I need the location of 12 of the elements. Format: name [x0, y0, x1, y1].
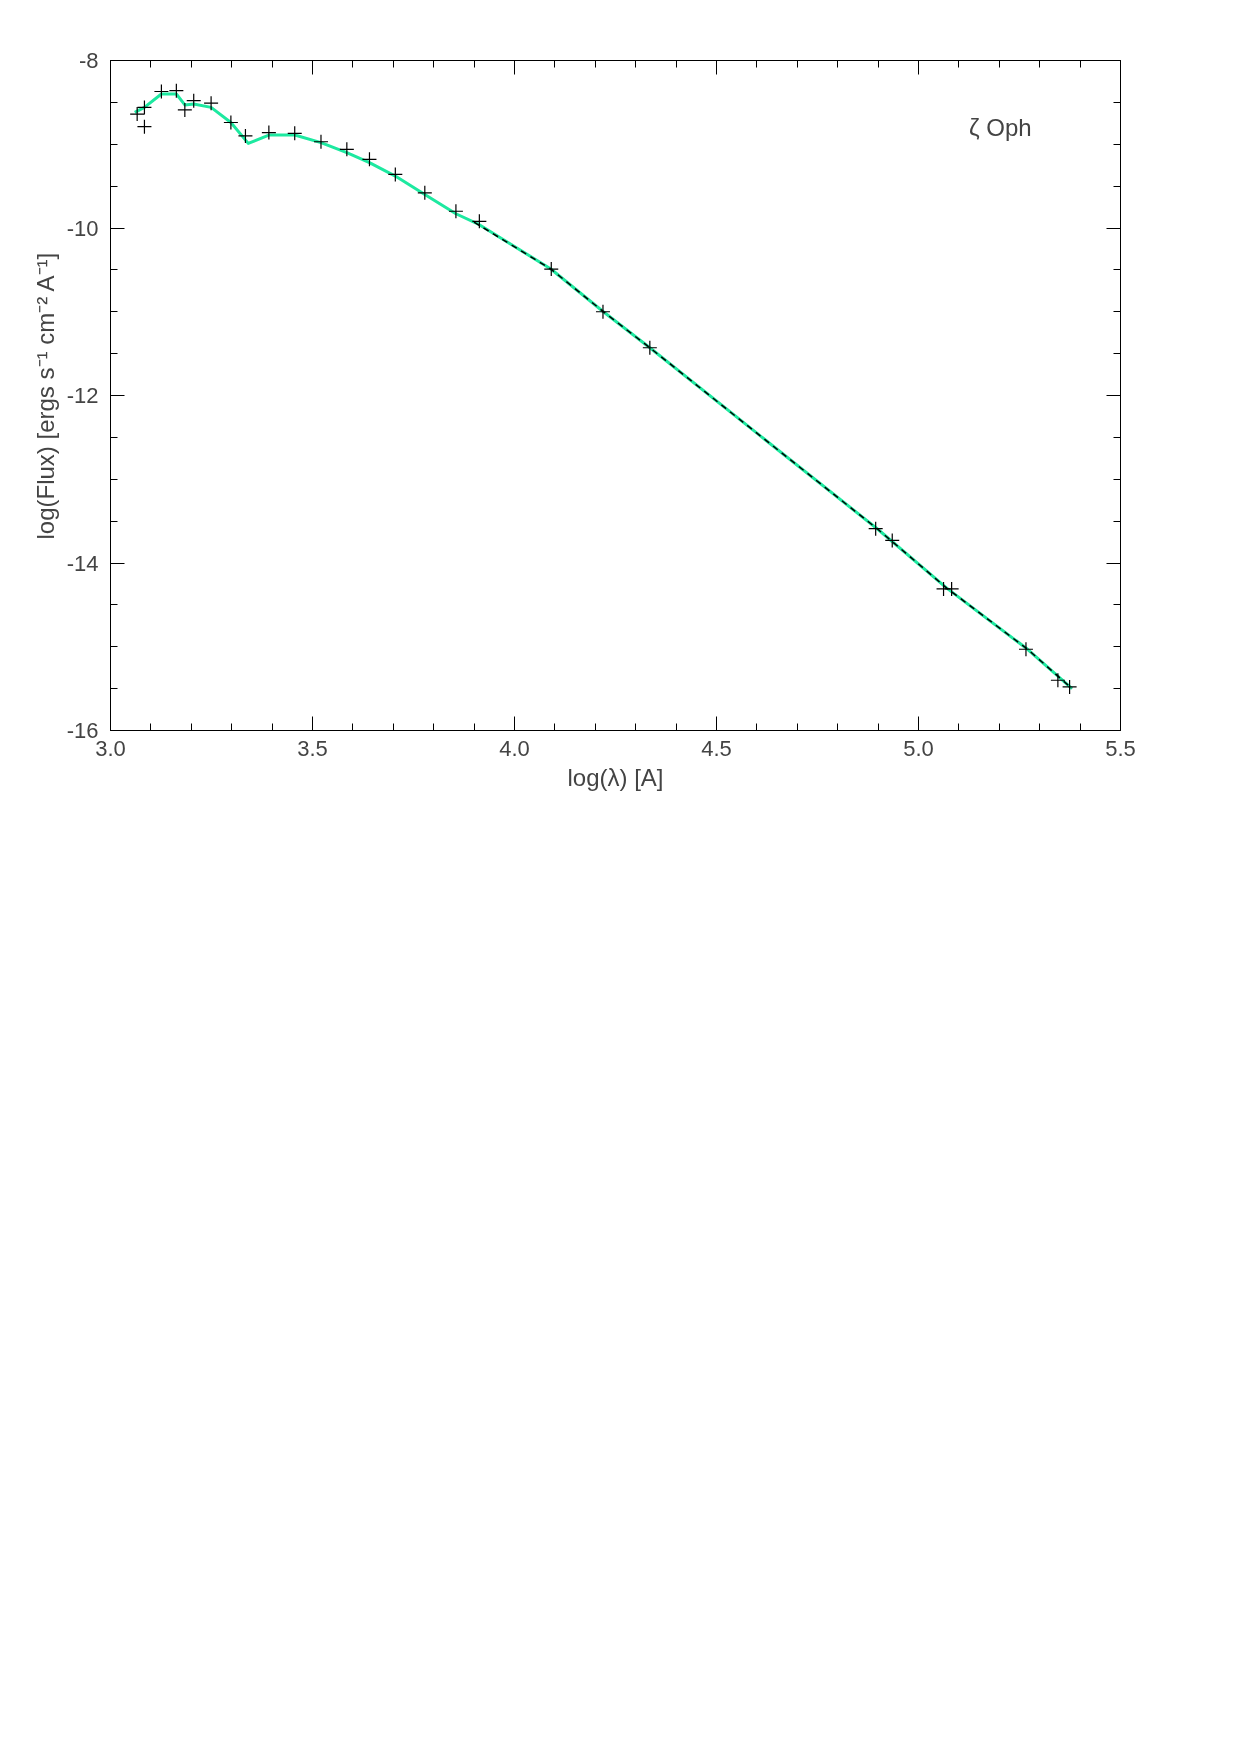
y-tick-label: -10: [66, 215, 99, 241]
y-tick-label: -8: [78, 48, 99, 73]
y-axis-title: log(Flux) [ergs s⁻¹ cm⁻² A⁻¹]: [31, 252, 59, 540]
annotation: ζ Oph: [969, 113, 1032, 141]
x-tick-label: 5.0: [903, 735, 934, 761]
x-tick-label: 5.5: [1105, 735, 1136, 761]
x-axis-title: log(λ) [A]: [567, 763, 664, 791]
x-tick-label: 3.5: [297, 735, 328, 761]
y-tick-label: -14: [66, 550, 99, 576]
y-tick-label: -12: [66, 383, 99, 408]
x-tick-label: 4.0: [499, 735, 530, 761]
x-tick-label: 4.5: [701, 735, 732, 761]
